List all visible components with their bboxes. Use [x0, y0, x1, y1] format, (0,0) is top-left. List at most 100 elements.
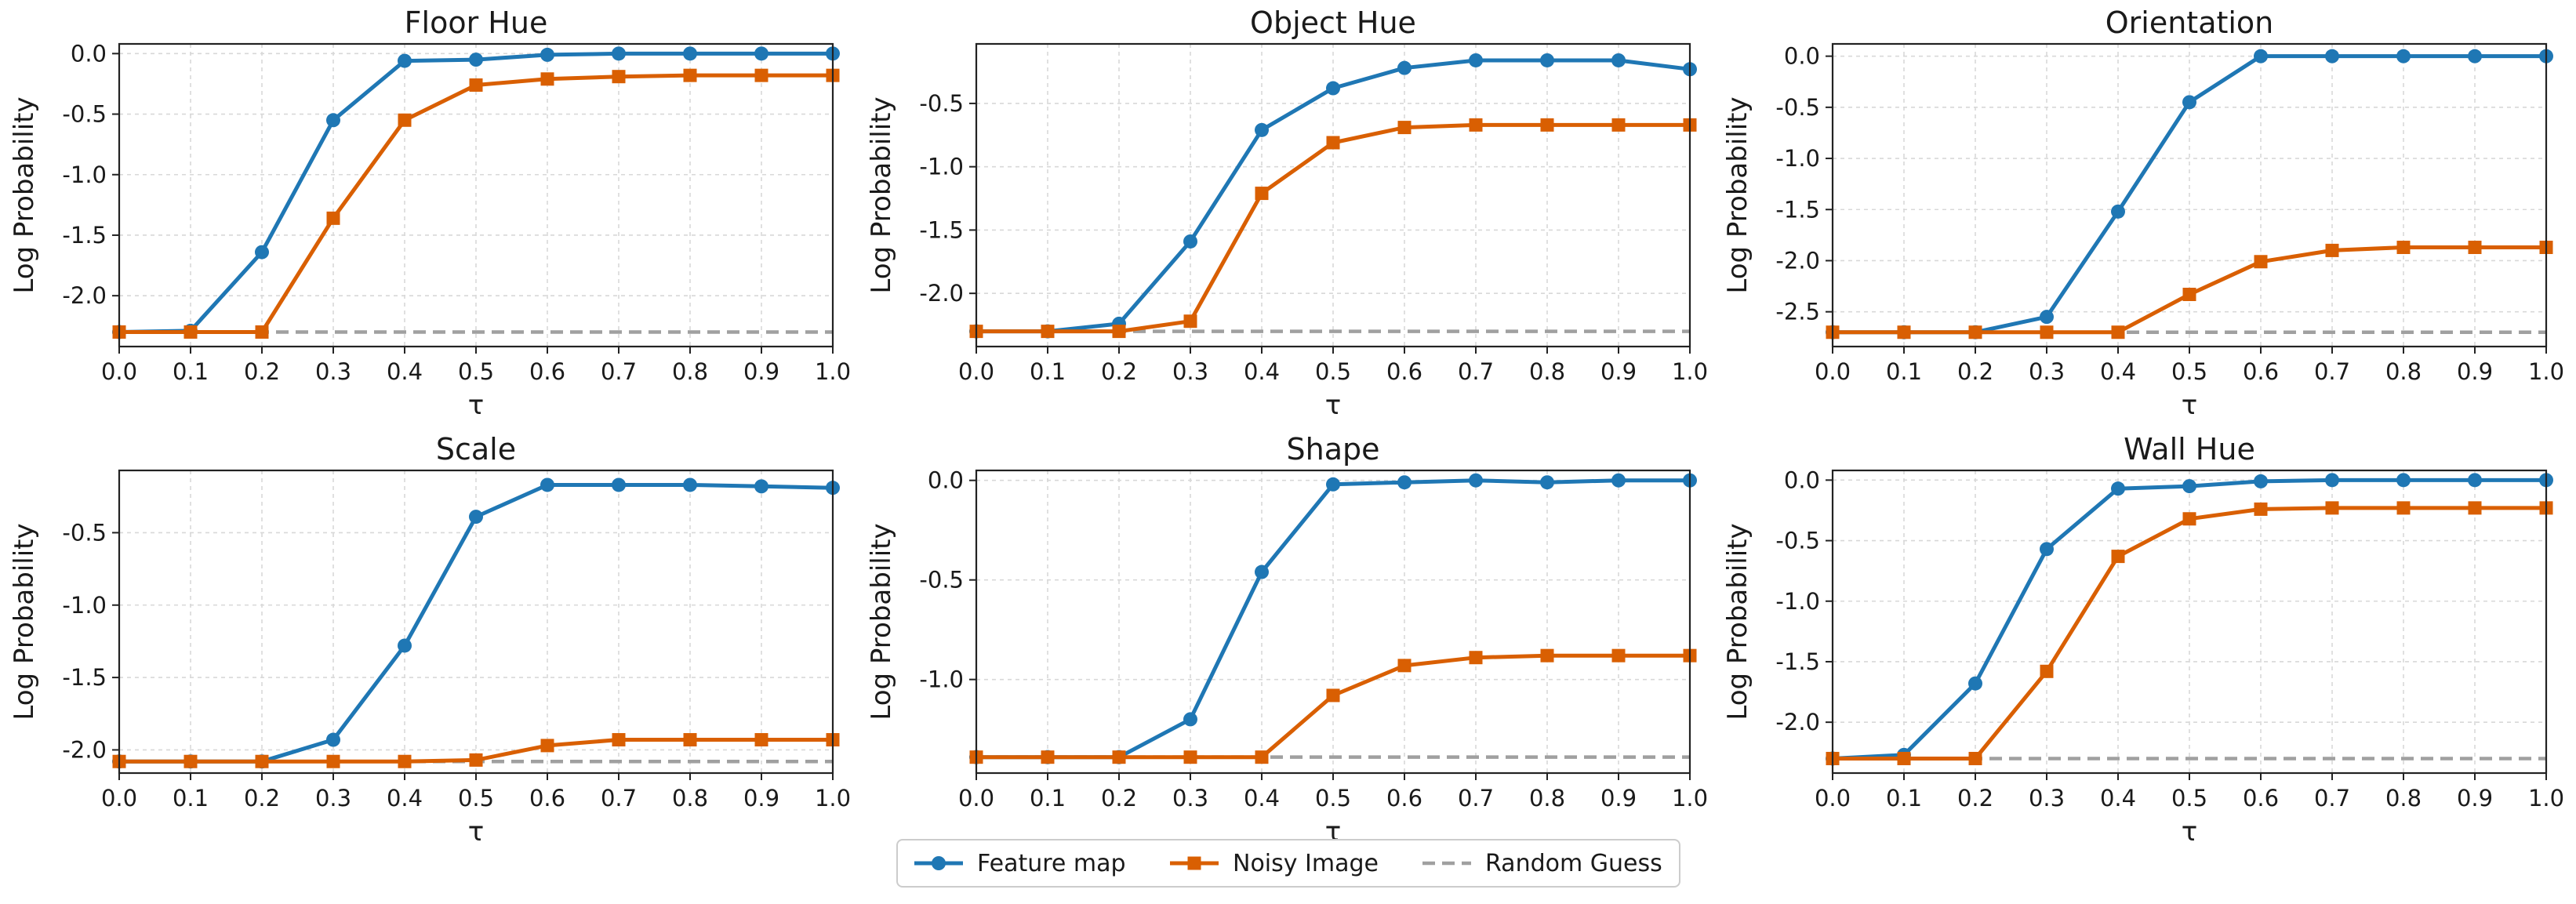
legend-label: Noisy Image — [1233, 850, 1379, 877]
y-tick-label: 0.0 — [1784, 467, 1820, 493]
data-point — [1397, 659, 1412, 673]
data-point — [1112, 750, 1126, 764]
data-point — [398, 113, 412, 127]
data-point — [2468, 49, 2482, 64]
x-tick-label: 0.5 — [1315, 358, 1351, 385]
data-point — [255, 754, 269, 768]
y-tick-label: 0.0 — [1784, 43, 1820, 70]
x-tick-label: 0.0 — [101, 785, 137, 811]
subplot-title: Floor Hue — [405, 5, 548, 40]
data-point — [1183, 712, 1197, 727]
data-point — [1397, 60, 1412, 75]
y-tick-label: -1.5 — [62, 222, 107, 249]
data-point — [2111, 204, 2125, 219]
data-point — [469, 78, 483, 92]
data-point — [612, 733, 626, 747]
y-axis-label: Log Probability — [866, 96, 897, 293]
x-tick-label: 0.2 — [1101, 358, 1137, 385]
subplot-3: 0.0 0.1 0.2 0.3 0.4 0.5 0.6 0.7 0.8 0.9 1.0 0.0 -0.5… — [1722, 5, 2564, 421]
y-tick-label: -0.5 — [919, 567, 964, 594]
data-point — [2254, 49, 2268, 64]
x-tick-label: 0.0 — [1815, 358, 1851, 385]
subplot-title: Scale — [436, 432, 516, 467]
data-point — [754, 479, 768, 494]
legend: Feature map Noisy Image Random Guess — [896, 839, 1680, 888]
y-tick-label: -0.5 — [919, 90, 964, 117]
data-point — [2325, 501, 2339, 515]
data-point — [1611, 53, 1626, 67]
data-point — [2468, 241, 2482, 255]
y-tick-label: -2.0 — [1775, 247, 1820, 274]
x-tick-label: 0.9 — [2457, 785, 2493, 811]
data-point — [326, 754, 340, 768]
y-axis-label: Log Probability — [866, 523, 897, 720]
x-tick-label: 0.4 — [2100, 358, 2136, 385]
x-tick-label: 0.5 — [458, 358, 494, 385]
legend-box — [896, 839, 1680, 888]
x-tick-label: 0.6 — [2243, 785, 2279, 811]
data-point — [540, 47, 554, 62]
data-point — [2111, 550, 2125, 564]
data-point — [1469, 53, 1483, 67]
data-point — [398, 754, 412, 768]
x-axis-label: τ — [2182, 390, 2197, 421]
x-tick-label: 0.5 — [2171, 785, 2207, 811]
x-tick-label: 0.9 — [2457, 358, 2493, 385]
data-point — [612, 46, 626, 61]
data-point — [1183, 750, 1197, 764]
x-tick-label: 1.0 — [1672, 358, 1708, 385]
y-tick-label: -1.0 — [62, 162, 107, 188]
data-point — [2254, 502, 2268, 516]
data-point — [2254, 474, 2268, 488]
data-point — [1255, 565, 1269, 579]
data-point — [2468, 501, 2482, 515]
data-point — [612, 477, 626, 492]
data-point — [2254, 255, 2268, 269]
data-point — [398, 53, 412, 68]
data-point — [1611, 118, 1626, 132]
x-tick-label: 0.5 — [458, 785, 494, 811]
data-point — [2396, 49, 2411, 64]
data-point — [1397, 121, 1412, 135]
y-tick-label: -2.0 — [62, 736, 107, 763]
x-tick-label: 0.7 — [2314, 358, 2350, 385]
x-tick-label: 0.7 — [1458, 358, 1494, 385]
x-tick-label: 0.8 — [672, 785, 708, 811]
x-axis-label: τ — [468, 816, 484, 848]
data-point — [1041, 325, 1055, 339]
x-tick-label: 0.2 — [1101, 785, 1137, 811]
data-point — [2182, 479, 2196, 494]
data-point — [2182, 512, 2196, 526]
y-tick-label: -0.5 — [62, 519, 107, 546]
data-point — [2325, 49, 2339, 64]
subplot-5: 0.0 0.1 0.2 0.3 0.4 0.5 0.6 0.7 0.8 0.9 1.0 0.0 -0.5… — [866, 432, 1708, 848]
data-point — [1611, 648, 1626, 663]
data-point — [1469, 651, 1483, 665]
data-point — [683, 733, 697, 747]
data-point — [2182, 95, 2196, 110]
data-point — [1397, 475, 1412, 490]
data-point — [2040, 310, 2054, 325]
x-tick-label: 0.0 — [958, 358, 994, 385]
data-point — [469, 753, 483, 767]
x-tick-label: 0.7 — [601, 358, 637, 385]
x-tick-label: 0.8 — [1529, 358, 1565, 385]
x-tick-label: 0.1 — [1886, 785, 1922, 811]
data-point — [2325, 243, 2339, 257]
data-point — [612, 70, 626, 84]
data-point — [469, 53, 483, 67]
data-point — [1326, 136, 1340, 150]
x-tick-label: 0.1 — [1030, 358, 1066, 385]
subplot-4: 0.0 0.1 0.2 0.3 0.4 0.5 0.6 0.7 0.8 0.9 1.0 -0.5 -1.… — [9, 432, 851, 848]
x-tick-label: 0.6 — [1386, 358, 1422, 385]
data-point — [683, 477, 697, 492]
data-point — [1326, 688, 1340, 703]
legend-label: Random Guess — [1485, 850, 1662, 877]
x-tick-label: 0.5 — [1315, 785, 1351, 811]
x-tick-label: 0.7 — [601, 785, 637, 811]
subplot-2: 0.0 0.1 0.2 0.3 0.4 0.5 0.6 0.7 0.8 0.9 1.0 -0.5 -1.… — [866, 5, 1708, 421]
data-point — [1326, 81, 1340, 96]
legend-marker-square — [1187, 856, 1201, 870]
x-tick-label: 0.9 — [743, 785, 779, 811]
data-point — [1540, 118, 1554, 132]
